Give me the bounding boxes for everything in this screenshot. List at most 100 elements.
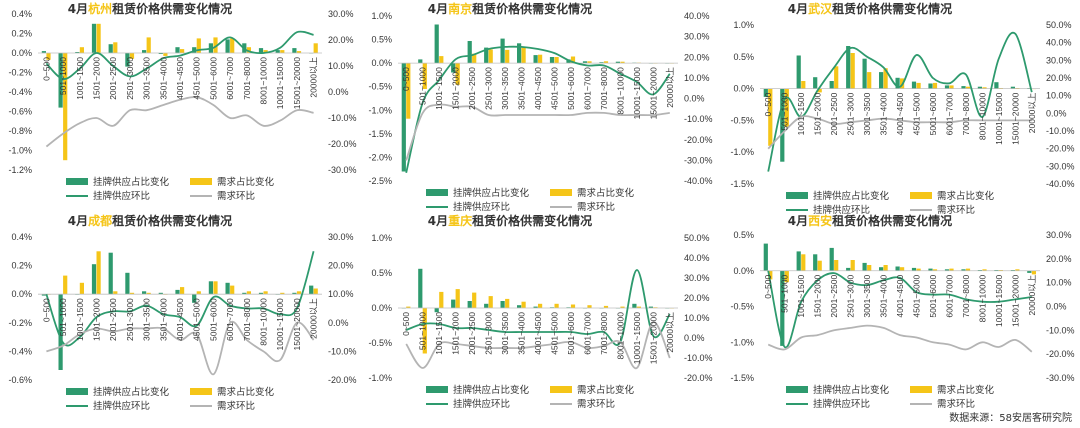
legend-label: 需求占比变化	[937, 384, 995, 396]
legend-swatch	[426, 386, 448, 393]
legend-label: 挂牌供应占比变化	[93, 176, 170, 188]
bar-挂牌供应占比变化-501~1000	[780, 270, 785, 346]
x-tick-label: 6001~7000	[582, 67, 592, 110]
x-tick-label: 6001~7000	[225, 57, 235, 100]
bar-需求占比变化-20000以上	[313, 43, 318, 54]
bar-需求占比变化-10001~15000	[280, 292, 285, 295]
x-tick-label: 2001~2500	[467, 67, 477, 110]
x-tick-label: 3501~4000	[158, 298, 168, 341]
y-right-tick-label: 0.0%	[684, 94, 705, 104]
x-tick-label: 3001~3500	[500, 67, 510, 110]
x-tick-label: 7001~8000	[961, 275, 971, 318]
y-right-tick-label: -30.0%	[684, 155, 713, 165]
line-需求环比	[767, 324, 1033, 353]
bar-挂牌供应占比变化-2501~3000	[125, 272, 130, 295]
bar-需求占比变化-2001~2500	[472, 53, 477, 64]
x-tick-label: 1501~2000	[92, 57, 102, 100]
bar-需求占比变化-1501~2000	[817, 88, 822, 93]
y-right-tick-label: -20.0%	[1046, 349, 1075, 359]
bar-需求占比变化-0~500	[768, 88, 773, 146]
line-需求环比	[767, 115, 1032, 150]
x-tick-label: 2501~3000	[846, 275, 856, 318]
bar-需求占比变化-1501~2000	[455, 289, 460, 308]
x-tick-label: 0~500	[41, 298, 51, 322]
bar-需求占比变化-7001~8000	[603, 305, 609, 308]
bar-挂牌供应占比变化-5001~6000	[928, 268, 933, 271]
line-需求环比	[405, 321, 671, 369]
bar-需求占比变化-4001~4500	[180, 49, 185, 53]
y-right-tick-label: 30.0%	[328, 9, 354, 19]
y-left-tick-label: 0.0%	[11, 289, 32, 299]
bar-需求占比变化-8001~10000	[263, 291, 268, 295]
x-tick-label: 10001~15000	[994, 275, 1004, 328]
bar-需求占比变化-4501~5000	[554, 303, 559, 308]
bar-挂牌供应占比变化-2001~2500	[108, 252, 113, 295]
bar-挂牌供应占比变化-3001~3500	[142, 291, 147, 295]
y-left-tick-label: -1.0%	[730, 147, 754, 157]
bar-需求占比变化-7001~8000	[965, 268, 971, 271]
bar-需求占比变化-1501~2000	[96, 23, 101, 54]
legend-label: 需求环比	[937, 204, 975, 216]
bar-挂牌供应占比变化-4001~4500	[533, 306, 538, 308]
y-right-tick-label: 20.0%	[684, 293, 710, 303]
x-tick-label: 4001~4500	[175, 298, 185, 341]
y-right-tick-label: 0.0%	[328, 318, 349, 328]
x-tick-label: 7001~8000	[599, 312, 609, 355]
x-tick-label: 10001~15000	[275, 298, 285, 351]
bar-挂牌供应占比变化-8001~10000	[615, 61, 620, 64]
legend-label: 挂牌供应环比	[813, 398, 870, 410]
x-tick-label: 4501~5000	[550, 312, 560, 355]
x-tick-label: 3001~3500	[862, 275, 872, 318]
x-tick-label: 6001~7000	[944, 92, 954, 135]
bar-挂牌供应占比变化-1001~1500	[796, 251, 801, 271]
y-right-tick-label: 0.0%	[1046, 108, 1067, 118]
line-挂牌供应环比	[405, 269, 671, 346]
x-tick-label: 20000以上	[665, 67, 675, 108]
legend-swatch	[550, 386, 572, 393]
x-tick-label: 3501~4000	[158, 57, 168, 100]
y-right-tick-label: -40.0%	[1046, 179, 1075, 189]
bar-挂牌供应占比变化-2001~2500	[829, 81, 834, 89]
legend-label: 需求占比变化	[217, 386, 275, 398]
y-left-tick-label: -0.5%	[730, 302, 754, 312]
legend-label: 需求占比变化	[217, 176, 275, 188]
legend-label: 需求环比	[577, 398, 615, 410]
bar-挂牌供应占比变化-3501~4000	[517, 305, 522, 308]
bar-挂牌供应占比变化-8001~10000	[258, 48, 264, 53]
bar-挂牌供应占比变化-6001~7000	[225, 39, 230, 53]
y-right-tick-label: 10.0%	[328, 61, 354, 71]
bar-需求占比变化-8001~10000	[982, 87, 987, 89]
x-tick-label: 2001~2500	[829, 92, 839, 135]
x-tick-label: 1501~2000	[813, 92, 823, 135]
x-tick-label: 4001~4500	[895, 275, 905, 318]
bar-挂牌供应占比变化-1001~1500	[796, 55, 801, 89]
y-right-tick-label: 50.0%	[684, 233, 710, 243]
y-left-tick-label: 1.0%	[371, 11, 392, 21]
y-right-tick-label: -20.0%	[684, 373, 713, 383]
bar-需求占比变化-6001~7000	[949, 268, 954, 271]
y-right-tick-label: 40.0%	[684, 11, 710, 21]
x-tick-label: 2001~2500	[467, 312, 477, 355]
x-tick-label: 8001~10000	[615, 312, 625, 360]
bar-需求占比变化-3001~3500	[146, 37, 151, 53]
y-right-tick-label: 30.0%	[684, 273, 710, 283]
x-tick-label: 3001~3500	[142, 298, 152, 341]
x-tick-label: 501~1000	[780, 92, 790, 130]
bar-挂牌供应占比变化-7001~8000	[961, 86, 966, 89]
x-tick-label: 20000以上	[1027, 92, 1037, 133]
bar-挂牌供应占比变化-15001~20000	[292, 292, 297, 295]
x-tick-label: 8001~10000	[615, 67, 625, 115]
y-right-tick-label: 10.0%	[1046, 91, 1072, 101]
y-right-tick-label: -40.0%	[684, 176, 713, 186]
bar-挂牌供应占比变化-15001~20000	[1010, 86, 1015, 89]
x-tick-label: 4001~4500	[175, 57, 185, 100]
bar-挂牌供应占比变化-2501~3000	[125, 53, 130, 67]
y-left-tick-label: 0.4%	[11, 232, 32, 242]
bar-挂牌供应占比变化-20000以上	[309, 285, 314, 295]
x-tick-label: 6001~7000	[944, 275, 954, 318]
bar-需求占比变化-501~1000	[784, 88, 789, 127]
bar-挂牌供应占比变化-7001~8000	[242, 292, 247, 295]
chart-panel-3: 4月成都租赁价格供需变化情况 0.4% 0.2% 0.0% -0.2% -0.4% -0.6…	[8, 213, 356, 412]
legend-swatch	[426, 189, 448, 196]
